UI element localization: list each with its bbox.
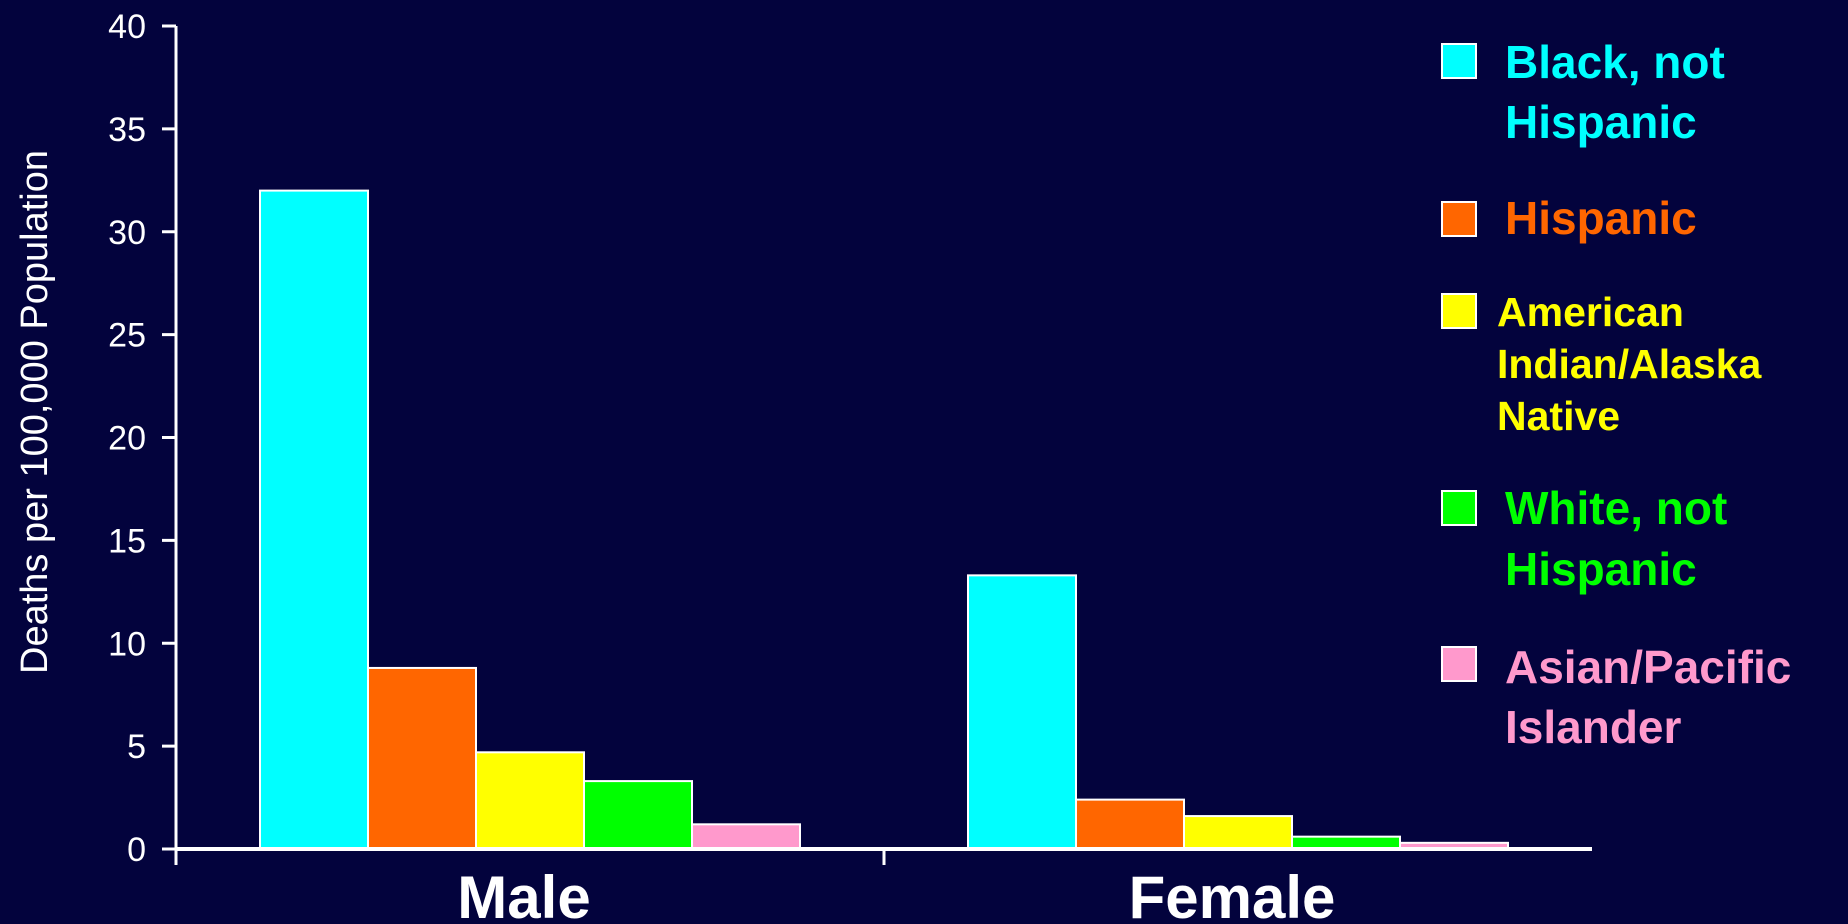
x-tick-label: Male (457, 864, 590, 924)
y-tick-label: 0 (127, 831, 146, 869)
legend-swatch-2 (1441, 201, 1477, 237)
legend-label: Hispanic (1505, 543, 1697, 595)
bars (259, 189, 1509, 851)
legend-label: White, not (1505, 482, 1727, 534)
legend-swatch-5 (1441, 646, 1477, 682)
legend-label: Hispanic (1505, 96, 1697, 148)
y-tick-label: 20 (108, 420, 146, 458)
legend-label: Native (1497, 393, 1620, 439)
x-tick-label: Female (1129, 864, 1336, 924)
bar-female-series-2 (1075, 798, 1185, 850)
legend-swatch-4 (1441, 490, 1477, 526)
legend-label: American (1497, 289, 1684, 335)
bar-male-series-1 (259, 189, 369, 851)
y-tick-label: 35 (108, 111, 146, 149)
bar-male-series-4 (583, 780, 693, 850)
bar-female-series-1 (967, 574, 1077, 850)
x-axis: Male Female (174, 847, 1592, 924)
legend-label: Asian/Pacific (1505, 641, 1791, 693)
bar-male-series-2 (367, 666, 477, 850)
legend-label: Islander (1505, 701, 1682, 753)
y-tick-label: 40 (108, 8, 146, 46)
legend-swatch-3 (1441, 293, 1477, 329)
y-axis: 0 5 10 15 20 25 30 35 40 (108, 8, 178, 869)
legend-label: Indian/Alaska (1497, 341, 1763, 387)
y-tick-label: 25 (108, 317, 146, 355)
bar-male-series-5 (691, 823, 801, 850)
legend: Black, not Hispanic Hispanic American Indian… (1441, 36, 1791, 753)
y-axis-label: Deaths per 100,000 Population (14, 150, 56, 674)
bar-female-series-3 (1183, 815, 1293, 851)
legend-swatch-1 (1441, 43, 1477, 79)
y-tick-label: 30 (108, 214, 146, 252)
bar-male-series-3 (475, 751, 585, 850)
y-tick-label: 15 (108, 522, 146, 560)
y-tick-label: 5 (127, 728, 146, 766)
legend-label: Black, not (1505, 36, 1725, 88)
legend-label: Hispanic (1505, 192, 1697, 244)
y-tick-label: 10 (108, 625, 146, 663)
